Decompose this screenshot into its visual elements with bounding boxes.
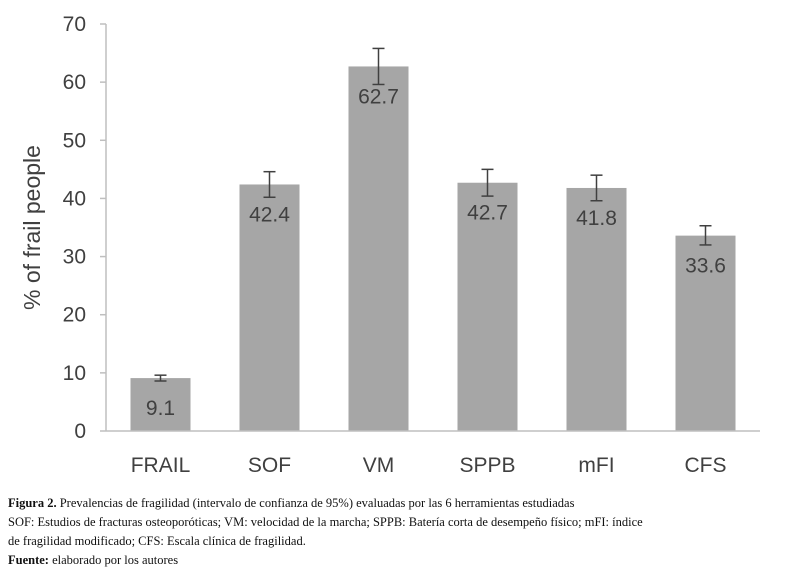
data-label: 42.4 [249, 203, 290, 226]
error-bar [481, 168, 494, 197]
x-tick-label: SOF [248, 454, 291, 477]
data-label: 62.7 [358, 85, 399, 108]
y-tick-label: 20 [63, 304, 86, 327]
y-axis: 0 10 20 30 40 50 60 70 [63, 13, 107, 443]
bar-cfs [675, 235, 736, 431]
y-tick-label: 60 [63, 71, 86, 94]
caption-abbrev-line-2: de fragilidad modificado; CFS: Escala cl… [8, 534, 306, 548]
x-tick-label: VM [363, 454, 395, 477]
x-tick-label: mFI [578, 454, 614, 477]
data-label: 9.1 [146, 397, 175, 420]
figure-caption: Figura 2. Prevalencias de fragilidad (in… [8, 494, 798, 570]
error-bar [699, 225, 712, 246]
data-label: 41.8 [576, 207, 617, 230]
error-bar [372, 47, 385, 86]
caption-figure-text: Prevalencias de fragilidad (intervalo de… [59, 496, 575, 510]
y-axis-label: % of frail people [19, 145, 45, 310]
x-tick-label: SPPB [459, 454, 515, 477]
y-tick-label: 30 [63, 246, 86, 269]
x-tick-label: FRAIL [131, 454, 191, 477]
error-bar [590, 174, 603, 202]
error-bar [263, 170, 276, 199]
bar-mfi [566, 187, 627, 431]
caption-abbrev-line-1: SOF: Estudios de fracturas osteoporótica… [8, 515, 643, 529]
data-label: 42.7 [467, 202, 508, 225]
x-tick-label: CFS [685, 454, 727, 477]
y-tick-label: 0 [74, 420, 86, 443]
caption-figure-label: Figura 2. [8, 496, 57, 510]
caption-source-line: Fuente: elaborado por los autores [8, 551, 798, 570]
bar-sppb [457, 182, 518, 431]
bar-frail [130, 378, 191, 431]
bars: 9.1 42.4 62.7 42.7 41.8 33.6 [130, 47, 736, 432]
error-bar [154, 374, 167, 382]
caption-title-line: Figura 2. Prevalencias de fragilidad (in… [8, 494, 798, 513]
caption-source-label: Fuente: [8, 553, 49, 567]
bar-sof [239, 184, 300, 431]
y-tick-label: 70 [63, 13, 86, 36]
data-label: 33.6 [685, 255, 726, 278]
y-tick-label: 10 [63, 362, 86, 385]
bar-vm [348, 66, 409, 432]
y-tick-label: 40 [63, 187, 86, 210]
caption-source-text: elaborado por los autores [52, 553, 179, 567]
y-tick-label: 50 [63, 129, 86, 152]
x-axis: FRAIL SOF VM SPPB mFI CFS [106, 430, 760, 477]
